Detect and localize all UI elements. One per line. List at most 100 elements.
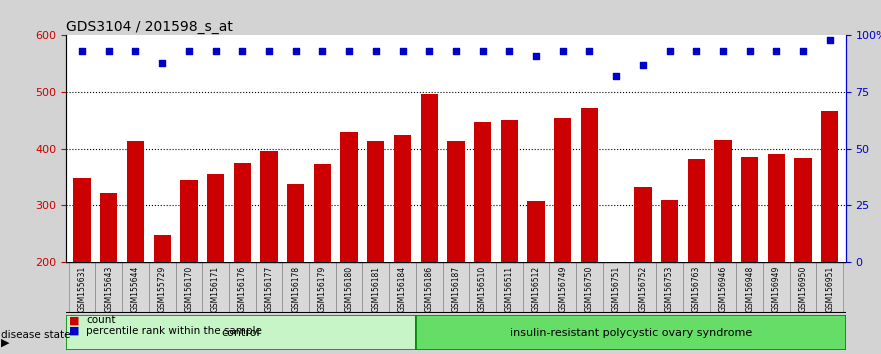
Text: GSM156180: GSM156180 xyxy=(344,266,353,312)
Point xyxy=(636,62,650,68)
Text: GSM156187: GSM156187 xyxy=(451,266,461,312)
Bar xyxy=(661,200,678,262)
Point xyxy=(556,48,570,54)
Text: insulin-resistant polycystic ovary syndrome: insulin-resistant polycystic ovary syndr… xyxy=(509,328,751,338)
Point xyxy=(262,48,276,54)
Text: GSM156948: GSM156948 xyxy=(745,266,754,312)
Bar xyxy=(741,157,759,262)
FancyBboxPatch shape xyxy=(309,262,336,313)
Text: GSM156946: GSM156946 xyxy=(718,266,728,313)
Text: GSM156752: GSM156752 xyxy=(639,266,648,312)
Text: ▶: ▶ xyxy=(1,338,10,348)
Bar xyxy=(420,94,438,262)
Text: GSM156186: GSM156186 xyxy=(425,266,433,312)
Bar xyxy=(100,193,117,262)
Point xyxy=(769,48,783,54)
FancyBboxPatch shape xyxy=(69,262,95,313)
Text: disease state: disease state xyxy=(1,330,70,339)
Bar xyxy=(500,120,518,262)
FancyBboxPatch shape xyxy=(389,262,416,313)
Point xyxy=(289,48,303,54)
Point xyxy=(235,48,249,54)
Text: GSM156750: GSM156750 xyxy=(585,266,594,313)
Point xyxy=(396,48,410,54)
FancyBboxPatch shape xyxy=(416,262,442,313)
FancyBboxPatch shape xyxy=(603,262,630,313)
Bar xyxy=(73,178,91,262)
Bar xyxy=(821,111,839,262)
Bar xyxy=(233,164,251,262)
FancyBboxPatch shape xyxy=(817,262,843,313)
Text: GSM156171: GSM156171 xyxy=(211,266,220,312)
Bar xyxy=(767,154,785,262)
Text: GSM155631: GSM155631 xyxy=(78,266,86,312)
Bar xyxy=(714,139,731,262)
Text: ■: ■ xyxy=(69,315,79,325)
Text: GSM156749: GSM156749 xyxy=(559,266,567,313)
Bar xyxy=(528,201,544,262)
FancyBboxPatch shape xyxy=(789,262,817,313)
FancyBboxPatch shape xyxy=(336,262,362,313)
Bar xyxy=(181,181,197,262)
Bar xyxy=(367,141,384,262)
Bar xyxy=(581,108,598,262)
Text: GDS3104 / 201598_s_at: GDS3104 / 201598_s_at xyxy=(66,21,233,34)
Bar xyxy=(153,235,171,262)
Point xyxy=(369,48,383,54)
FancyBboxPatch shape xyxy=(709,262,737,313)
Bar xyxy=(314,164,331,262)
Bar xyxy=(340,132,358,262)
FancyBboxPatch shape xyxy=(416,315,846,350)
Text: GSM156512: GSM156512 xyxy=(531,266,541,312)
Text: GSM156176: GSM156176 xyxy=(238,266,247,312)
Point xyxy=(796,48,811,54)
Text: GSM156170: GSM156170 xyxy=(184,266,194,312)
Point xyxy=(663,48,677,54)
Text: GSM156178: GSM156178 xyxy=(292,266,300,312)
FancyBboxPatch shape xyxy=(522,262,550,313)
Point xyxy=(743,48,757,54)
Point xyxy=(315,48,329,54)
FancyBboxPatch shape xyxy=(122,262,149,313)
Point xyxy=(689,48,703,54)
Point xyxy=(716,48,730,54)
Point xyxy=(609,73,623,79)
FancyBboxPatch shape xyxy=(496,262,522,313)
Text: GSM155643: GSM155643 xyxy=(104,266,114,313)
Text: GSM156179: GSM156179 xyxy=(318,266,327,312)
Bar xyxy=(448,141,464,262)
FancyBboxPatch shape xyxy=(255,262,282,313)
Text: GSM156181: GSM156181 xyxy=(371,266,381,312)
Point xyxy=(155,60,169,65)
Point xyxy=(448,48,463,54)
Text: percentile rank within the sample: percentile rank within the sample xyxy=(86,326,263,336)
FancyBboxPatch shape xyxy=(282,262,309,313)
Point xyxy=(181,48,196,54)
FancyBboxPatch shape xyxy=(175,262,203,313)
FancyBboxPatch shape xyxy=(470,262,496,313)
Bar xyxy=(634,187,652,262)
Bar xyxy=(394,135,411,262)
Text: GSM156511: GSM156511 xyxy=(505,266,514,312)
Bar xyxy=(554,118,572,262)
FancyBboxPatch shape xyxy=(66,315,416,350)
Text: GSM156510: GSM156510 xyxy=(478,266,487,312)
FancyBboxPatch shape xyxy=(362,262,389,313)
Bar xyxy=(207,173,225,262)
Bar xyxy=(127,141,144,262)
FancyBboxPatch shape xyxy=(229,262,255,313)
Text: GSM155729: GSM155729 xyxy=(158,266,167,312)
Point xyxy=(823,37,837,43)
Point xyxy=(582,48,596,54)
Text: GSM156950: GSM156950 xyxy=(798,266,808,313)
FancyBboxPatch shape xyxy=(550,262,576,313)
Bar xyxy=(287,184,305,262)
Bar xyxy=(260,151,278,262)
Text: GSM155644: GSM155644 xyxy=(131,266,140,313)
FancyBboxPatch shape xyxy=(149,262,175,313)
FancyBboxPatch shape xyxy=(683,262,709,313)
Text: GSM156763: GSM156763 xyxy=(692,266,700,313)
Point xyxy=(476,48,490,54)
Text: GSM156184: GSM156184 xyxy=(398,266,407,312)
Bar xyxy=(474,122,492,262)
